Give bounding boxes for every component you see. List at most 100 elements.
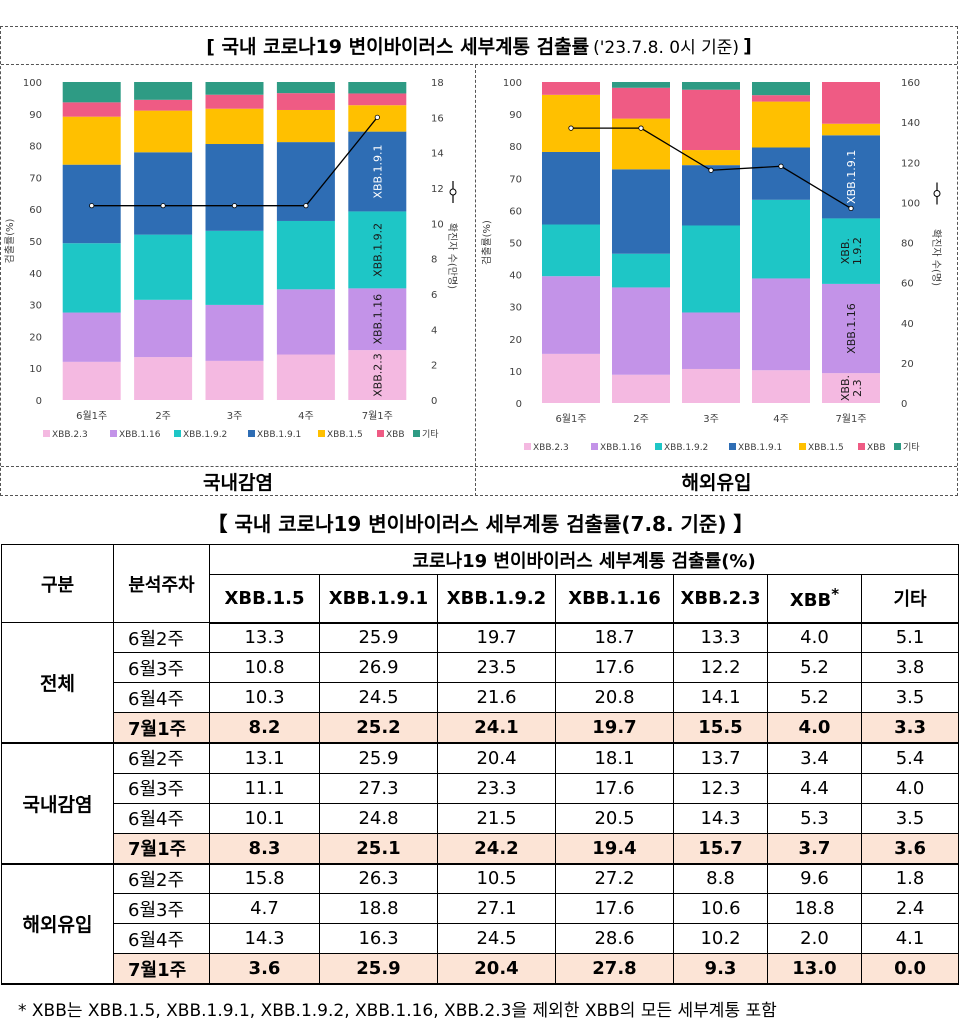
bar-segment <box>62 312 121 362</box>
y-axis-label: 검출률(%) <box>4 218 16 263</box>
legend-label: XBB.1.16 <box>119 430 161 440</box>
y-tick-label: 0 <box>36 396 42 407</box>
table-row: 6월3주 10.8 26.9 23.5 17.6 12.2 5.2 3.8 <box>2 652 960 684</box>
value-cell: 13.0 <box>767 953 862 986</box>
bar-segment <box>134 152 193 235</box>
value-cell: 25.9 <box>319 742 438 774</box>
legend-label: 기타 <box>422 429 439 440</box>
value-cell: 3.3 <box>860 712 960 745</box>
y2-tick-label: 0 <box>901 399 907 410</box>
chart-section-title-date: ('23.7.8. 0시 기준) <box>593 38 740 58</box>
legend-swatch <box>729 443 736 450</box>
bar-segment <box>822 373 880 403</box>
value-cell: 28.6 <box>555 923 674 955</box>
value-cell: 3.6 <box>860 832 960 865</box>
value-cell: 21.6 <box>437 682 556 714</box>
table-row: 6월3주 11.1 27.3 23.3 17.6 12.3 4.4 4.0 <box>2 772 960 804</box>
value-cell: 18.8 <box>767 893 862 925</box>
week-cell: 6월2주 <box>113 862 210 895</box>
col-header: 기타 <box>860 574 960 624</box>
table-row: 국내감염 6월2주 13.1 25.9 20.4 18.1 13.7 3.4 5.4 <box>1 742 960 865</box>
legend-swatch <box>655 443 662 450</box>
legend-swatch <box>524 443 531 450</box>
week-cell: 6월4주 <box>113 802 210 834</box>
bar-segment <box>276 354 335 400</box>
col-header: XBB.1.5 <box>209 574 320 624</box>
bar-segment <box>822 123 880 136</box>
y-tick-label: 50 <box>509 239 522 250</box>
bar-segment <box>62 116 121 165</box>
value-cell: 25.1 <box>319 832 438 865</box>
value-cell: 9.3 <box>673 953 768 986</box>
bar-segment <box>62 361 121 400</box>
x-tick-label: 4주 <box>773 414 789 425</box>
bar-segment <box>134 82 193 100</box>
value-cell: 5.3 <box>767 802 862 834</box>
bar-segment <box>682 82 740 90</box>
y-tick-label: 30 <box>509 303 522 314</box>
table-row: 6월4주 14.3 16.3 24.5 28.6 10.2 2.0 4.1 <box>2 923 960 955</box>
panel-label-divider <box>1 466 957 467</box>
line-point <box>638 125 644 131</box>
week-cell: 6월2주 <box>113 742 210 774</box>
header-span: 코로나19 변이바이러스 세부계통 검출률(%) <box>208 544 960 575</box>
bar-annotation: 2.3 <box>851 379 864 397</box>
bar-annotation: XBB.1.16 <box>845 303 858 354</box>
y2-legend-marker <box>449 188 457 196</box>
y-tick-label: 80 <box>29 142 42 153</box>
table-row: 7월1주 8.3 25.1 24.2 19.4 15.7 3.7 3.6 <box>2 832 960 865</box>
value-cell: 19.7 <box>437 621 556 654</box>
value-cell: 20.8 <box>555 682 674 714</box>
bar-segment <box>134 99 193 111</box>
line-point <box>89 203 95 209</box>
y2-tick-label: 20 <box>901 359 914 370</box>
header-group: 구분 <box>1 544 114 623</box>
table-row: 해외유입 6월2주 15.8 26.3 10.5 27.2 8.8 9.6 1.8 <box>1 862 960 985</box>
line-point <box>778 163 784 169</box>
value-cell: 20.4 <box>437 953 556 986</box>
value-cell: 25.9 <box>319 621 438 654</box>
y2-tick-label: 40 <box>901 319 914 330</box>
footnote-mark: * <box>831 585 840 604</box>
value-cell: 3.5 <box>860 682 960 714</box>
y-tick-label: 90 <box>29 110 42 121</box>
value-cell: 11.1 <box>209 772 320 804</box>
bar-segment <box>205 304 264 361</box>
y-tick-label: 80 <box>509 142 522 153</box>
bar-segment <box>205 360 264 400</box>
y-axis-label: 검출률(%) <box>481 220 493 265</box>
y2-tick-label: 8 <box>431 255 437 266</box>
col-header: XBB.1.9.2 <box>437 574 556 624</box>
bar-segment <box>612 287 670 375</box>
bar-annotation: XBB.1.9.1 <box>845 150 858 204</box>
y-tick-label: 20 <box>29 332 42 343</box>
bar-segment <box>205 230 264 305</box>
value-cell: 20.4 <box>437 742 556 774</box>
value-cell: 24.5 <box>319 682 438 714</box>
y-tick-label: 70 <box>509 174 522 185</box>
value-cell: 8.2 <box>209 712 320 745</box>
value-cell: 3.8 <box>860 652 960 684</box>
value-cell: 24.8 <box>319 802 438 834</box>
chart-domestic: 0 10 20 30 40 50 60 70 80 90 100 0 2 4 6 8 10 12 14 16 18 검출률… <box>4 78 458 440</box>
value-cell: 10.3 <box>209 682 320 714</box>
chart-section-title-main: [ 국내 코로나19 변이바이러스 세부계통 검출률 <box>206 36 590 58</box>
value-cell: 8.8 <box>673 862 768 895</box>
y2-tick-label: 100 <box>901 198 920 209</box>
legend-label: 기타 <box>903 442 920 453</box>
x-tick-label: 6월1주 <box>555 413 586 425</box>
x-tick-label: 2주 <box>633 414 649 425</box>
y2-tick-label: 80 <box>901 239 914 250</box>
legend-swatch <box>894 443 901 450</box>
bar-segment <box>612 87 670 119</box>
week-cell: 7월1주 <box>113 953 210 986</box>
value-cell: 4.1 <box>860 923 960 955</box>
value-cell: 21.5 <box>437 802 556 834</box>
legend-label: XBB.1.9.1 <box>257 430 301 440</box>
panel-divider <box>475 65 476 496</box>
value-cell: 27.1 <box>437 893 556 925</box>
y2-tick-label: 60 <box>901 279 914 290</box>
value-cell: 15.8 <box>209 862 320 895</box>
bar-annotation: XBB.2.3 <box>371 353 384 397</box>
chart-panel-frame <box>0 26 958 496</box>
